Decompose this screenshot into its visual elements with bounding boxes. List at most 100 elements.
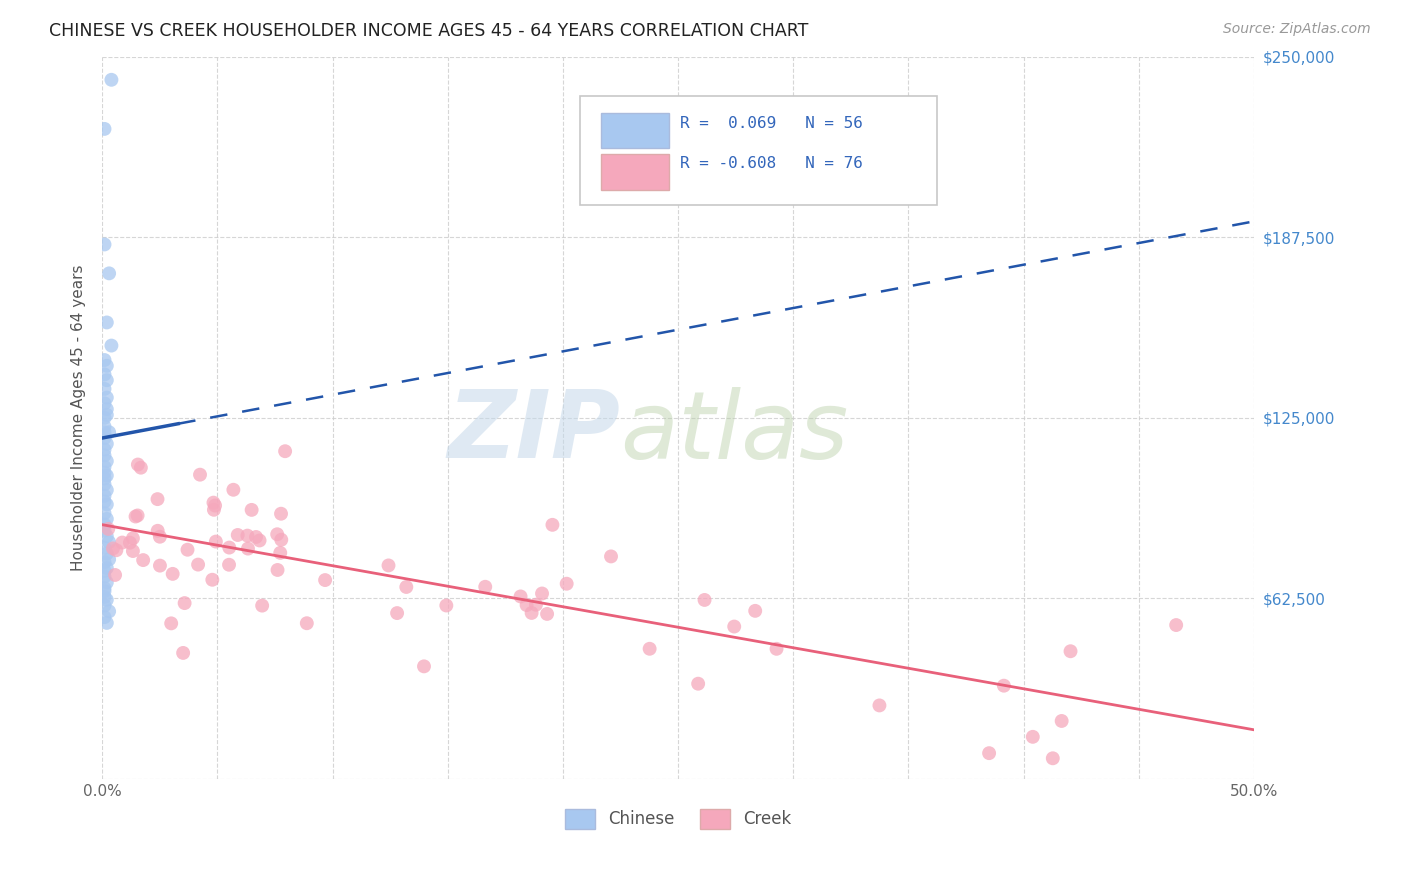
Text: CHINESE VS CREEK HOUSEHOLDER INCOME AGES 45 - 64 YEARS CORRELATION CHART: CHINESE VS CREEK HOUSEHOLDER INCOME AGES… (49, 22, 808, 40)
Point (129, 460, 152, 475)
Point (98, 535, 121, 549)
Point (541, 517, 564, 532)
Point (96, 408, 118, 422)
Point (96, 615, 118, 630)
Point (122, 531, 145, 545)
Point (93, 368, 115, 382)
Point (245, 530, 267, 544)
Point (149, 530, 172, 544)
Point (240, 503, 263, 517)
Point (509, 590, 531, 604)
Point (96, 483, 118, 497)
Point (205, 534, 228, 549)
Point (555, 576, 578, 591)
Point (295, 616, 318, 631)
Point (434, 599, 457, 613)
Point (520, 606, 543, 620)
Point (993, 679, 1015, 693)
Point (1042, 751, 1064, 765)
Point (100, 338, 122, 352)
Point (172, 646, 194, 660)
Point (93, 555, 115, 569)
Text: ZIP: ZIP (447, 386, 620, 478)
Point (201, 573, 224, 587)
Point (122, 544, 145, 558)
Text: Source: ZipAtlas.com: Source: ZipAtlas.com (1223, 22, 1371, 37)
Point (93, 590, 115, 604)
Point (93, 419, 115, 434)
Point (202, 496, 225, 510)
Point (236, 528, 259, 542)
FancyBboxPatch shape (581, 96, 938, 205)
Point (638, 641, 661, 656)
Point (96, 402, 118, 417)
Point (93, 570, 115, 584)
Legend: Chinese, Creek: Chinese, Creek (558, 802, 799, 836)
Point (977, 746, 1000, 760)
Point (101, 541, 124, 556)
Point (132, 553, 155, 567)
Point (93, 541, 115, 555)
Point (413, 659, 436, 673)
Point (93, 610, 115, 624)
Point (93, 410, 115, 425)
Point (96, 498, 118, 512)
Point (93, 425, 115, 440)
Point (118, 535, 141, 549)
Point (385, 606, 408, 620)
Text: atlas: atlas (620, 387, 849, 478)
Point (96, 529, 118, 543)
Point (218, 558, 240, 572)
Point (93, 396, 115, 410)
Point (249, 533, 271, 548)
Point (1166, 618, 1188, 632)
Point (149, 558, 172, 573)
Point (96, 512, 118, 526)
Point (218, 541, 240, 555)
Point (270, 507, 292, 521)
Point (93, 581, 115, 595)
Point (600, 549, 623, 564)
Point (226, 528, 249, 542)
Point (96, 547, 118, 561)
Point (127, 508, 149, 523)
Point (250, 599, 273, 613)
Point (93, 489, 115, 503)
Point (146, 492, 169, 507)
Point (688, 676, 710, 690)
Point (96, 359, 118, 373)
Point (744, 604, 766, 618)
Point (266, 563, 288, 577)
Point (93, 122, 115, 136)
Point (1059, 644, 1081, 658)
Point (93, 237, 115, 252)
FancyBboxPatch shape (600, 113, 669, 148)
FancyBboxPatch shape (600, 154, 669, 190)
Point (187, 558, 209, 572)
Point (266, 527, 288, 541)
Point (93, 517, 115, 532)
Point (868, 698, 890, 713)
Point (93, 442, 115, 457)
Text: R = -0.608   N = 76: R = -0.608 N = 76 (681, 156, 863, 171)
Point (524, 598, 547, 612)
Point (162, 566, 184, 581)
Point (127, 458, 149, 472)
Point (270, 533, 292, 547)
Point (96, 468, 118, 483)
Point (98, 604, 121, 618)
Point (204, 499, 226, 513)
Point (96, 373, 118, 387)
Point (269, 546, 291, 560)
Point (93, 494, 115, 508)
Point (536, 607, 558, 621)
Point (160, 616, 183, 631)
Point (222, 483, 245, 497)
Point (146, 524, 169, 538)
Point (93, 431, 115, 445)
Point (274, 444, 297, 458)
Point (723, 619, 745, 633)
Point (98, 552, 121, 566)
Point (97, 522, 120, 536)
Point (96, 592, 118, 607)
